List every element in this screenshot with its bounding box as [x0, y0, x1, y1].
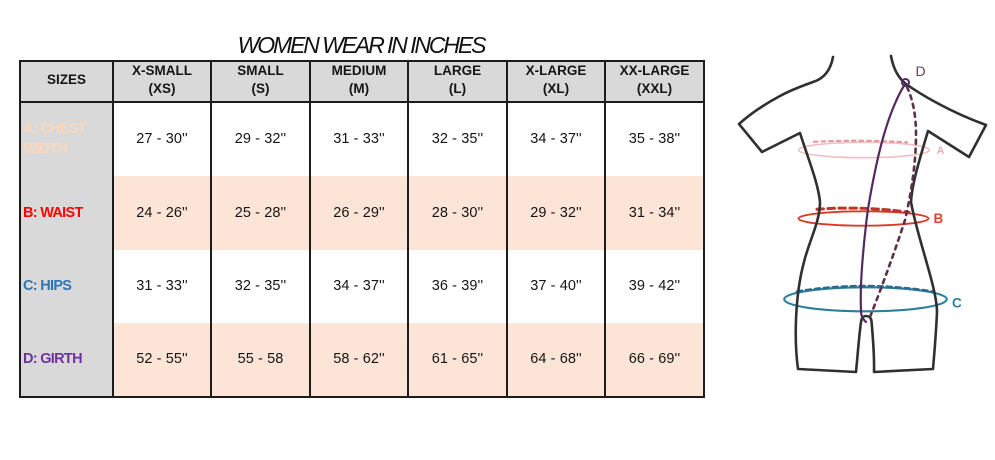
svg-text:A: A [937, 145, 945, 157]
svg-text:B: B [934, 211, 944, 226]
svg-text:D: D [916, 63, 926, 79]
svg-text:C: C [952, 296, 962, 311]
